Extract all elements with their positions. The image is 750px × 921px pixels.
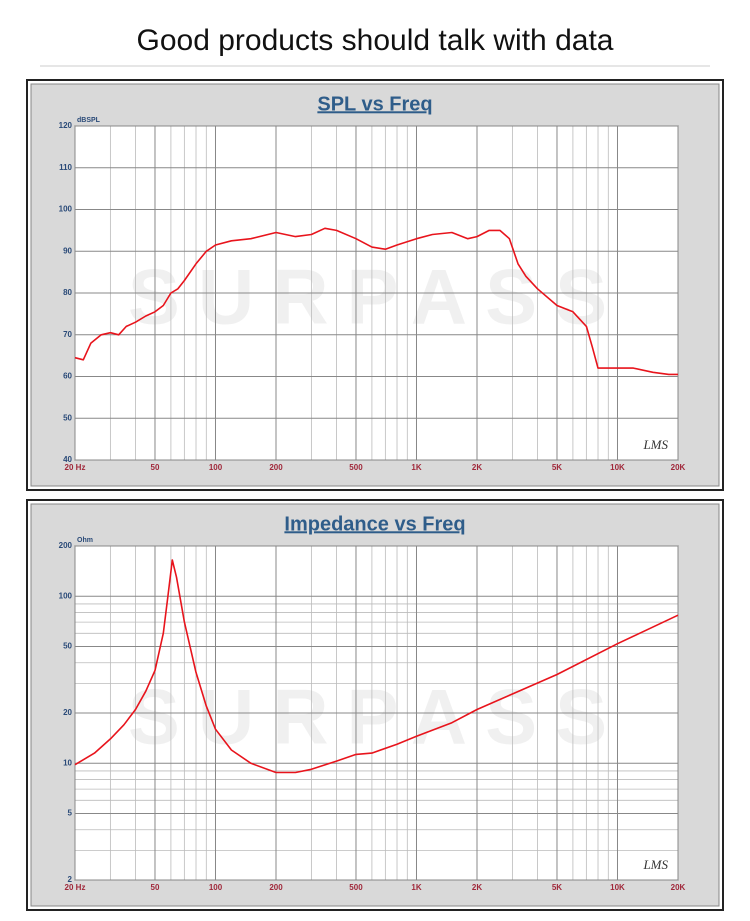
x-tick-label: 50 xyxy=(151,463,160,472)
x-tick-label: 1K xyxy=(411,463,421,472)
x-tick-label: 20K xyxy=(671,463,686,472)
x-tick-label: 20 Hz xyxy=(65,883,86,892)
x-tick-label: 100 xyxy=(209,463,223,472)
y-tick-label: 100 xyxy=(59,205,73,214)
y-tick-label: 200 xyxy=(59,541,73,550)
x-tick-label: 20 Hz xyxy=(65,463,86,472)
y-tick-label: 50 xyxy=(63,413,72,422)
y-axis-label: Ohm xyxy=(77,537,93,544)
logo: LMS xyxy=(642,437,668,452)
y-tick-label: 10 xyxy=(63,758,72,767)
y-tick-label: 60 xyxy=(63,372,72,381)
data-line xyxy=(74,559,679,774)
x-tick-label: 500 xyxy=(349,883,363,892)
x-tick-label: 2K xyxy=(472,463,482,472)
y-axis-label: dBSPL xyxy=(77,117,101,124)
y-tick-label: 5 xyxy=(68,809,73,818)
y-tick-label: 20 xyxy=(63,708,72,717)
x-tick-label: 20K xyxy=(671,883,686,892)
x-tick-label: 2K xyxy=(472,883,482,892)
y-tick-label: 2 xyxy=(68,875,73,884)
watermark: SURPASS xyxy=(128,253,625,341)
y-tick-label: 70 xyxy=(63,330,72,339)
x-tick-label: 200 xyxy=(269,463,283,472)
chart: SURPASS 20 Hz 50 100 200 500 1K 2K 5K 10K 20K 2 5 10 2… xyxy=(26,499,724,911)
x-tick-label: 1K xyxy=(411,883,421,892)
y-tick-label: 100 xyxy=(59,591,73,600)
chart: SURPASS 20 Hz 50 100 200 500 1K 2K 5K 10K 20K 40 50 6… xyxy=(26,79,724,491)
x-tick-label: 50 xyxy=(151,883,160,892)
y-tick-label: 110 xyxy=(59,163,72,172)
watermark: SURPASS xyxy=(128,673,625,761)
y-tick-label: 40 xyxy=(63,455,72,464)
y-tick-label: 120 xyxy=(59,121,73,130)
logo: LMS xyxy=(642,857,668,872)
x-tick-label: 10K xyxy=(610,883,625,892)
y-tick-label: 50 xyxy=(63,642,72,651)
x-tick-label: 100 xyxy=(209,883,223,892)
y-tick-label: 80 xyxy=(63,288,72,297)
data-line xyxy=(74,227,678,376)
chart-title: SPL vs Freq xyxy=(317,93,432,115)
x-tick-label: 500 xyxy=(349,463,363,472)
x-tick-label: 10K xyxy=(610,463,625,472)
page-title: Good products should talk with data xyxy=(137,24,614,57)
y-tick-label: 90 xyxy=(63,246,72,255)
x-tick-label: 200 xyxy=(269,883,283,892)
x-tick-label: 5K xyxy=(552,883,562,892)
x-tick-label: 5K xyxy=(552,463,562,472)
chart-title: Impedance vs Freq xyxy=(284,513,465,535)
